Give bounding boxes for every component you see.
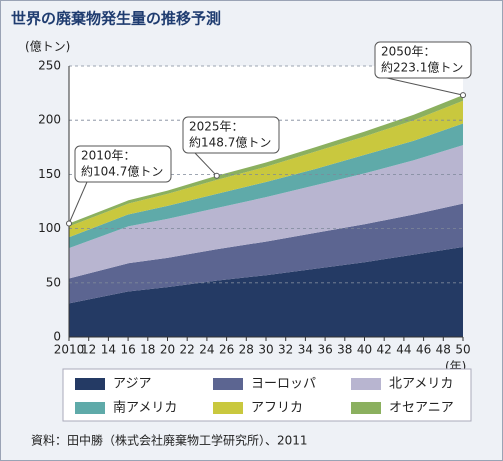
area [69, 95, 463, 227]
legend-label: ヨーロッパ [251, 377, 316, 392]
callout-pointer [386, 77, 464, 96]
legend-swatch [75, 378, 105, 390]
y-tick-label: 250 [38, 59, 61, 73]
x-tick-label: 36 [317, 343, 332, 357]
legend-label: 南アメリカ [113, 400, 177, 416]
x-tick-label: 46 [416, 343, 431, 357]
callout: 2025年：約148.7億トン [182, 116, 280, 179]
x-tick-label: 38 [337, 343, 352, 357]
legend-swatch [75, 402, 105, 414]
callout: 2010年：約104.7億トン [66, 145, 172, 227]
x-tick-label: 14 [101, 343, 116, 357]
legend-swatch [213, 402, 243, 414]
x-tick-label: 2010 [54, 343, 85, 357]
callout-text: 約104.7億トン [81, 164, 163, 179]
x-tick-label: 34 [298, 343, 313, 357]
legend-swatch [213, 378, 243, 390]
callout-box [182, 116, 280, 154]
chart-title: 世界の廃棄物発生量の推移予測 [11, 10, 221, 28]
x-tick-label: 48 [436, 343, 451, 357]
callout-dot [213, 172, 220, 179]
callout-text: 約223.1億トン [381, 60, 463, 75]
x-tick-label: 40 [357, 343, 372, 357]
callout-text: 約148.7億トン [189, 135, 271, 150]
legend-swatch [351, 378, 381, 390]
y-tick-label: 150 [38, 167, 61, 181]
x-tick-label: 18 [140, 343, 155, 357]
legend-label: アジア [113, 377, 151, 392]
callout-text: 2010年： [81, 149, 136, 163]
y-axis-label: (億トン) [25, 40, 70, 54]
legend-label: オセアニア [389, 401, 454, 416]
callout-box [374, 41, 472, 79]
y-tick-label: 0 [53, 330, 61, 344]
x-tick-label: 26 [219, 343, 234, 357]
legend-label: 北アメリカ [389, 377, 453, 392]
x-tick-label: 30 [258, 343, 273, 357]
y-tick-label: 200 [38, 113, 61, 127]
x-tick-label: 20 [160, 343, 175, 357]
area [69, 123, 463, 249]
x-tick-label: 28 [239, 343, 254, 357]
callout-text: 2025年： [189, 120, 244, 134]
x-tick-label: 50 [455, 343, 470, 357]
callout-dot [460, 92, 466, 99]
y-tick-label: 100 [38, 221, 61, 235]
x-tick-label: 32 [278, 343, 293, 357]
legend-label: アフリカ [251, 401, 303, 416]
y-tick-label: 50 [46, 275, 61, 289]
x-tick-label: 12 [81, 343, 96, 357]
area [69, 100, 463, 238]
x-tick-label: 44 [396, 343, 411, 357]
x-tick-label: 16 [120, 343, 135, 357]
x-tick-label: 24 [199, 343, 214, 357]
callout-box [74, 145, 172, 183]
area [69, 145, 463, 279]
legend-swatch [351, 402, 381, 414]
x-tick-label: 42 [377, 343, 392, 357]
callout: 2050年：約223.1億トン [374, 41, 472, 99]
legend-box [62, 368, 472, 422]
callout-text: 2050年： [381, 45, 436, 59]
source: 資料：田中勝（株式会社廃棄物工学研究所）、2011 [31, 433, 308, 448]
callout-pointer [68, 181, 88, 224]
callout-pointer [194, 152, 218, 177]
callout-dot [66, 220, 72, 227]
area [69, 247, 463, 337]
x-tick-label: 22 [180, 343, 195, 357]
